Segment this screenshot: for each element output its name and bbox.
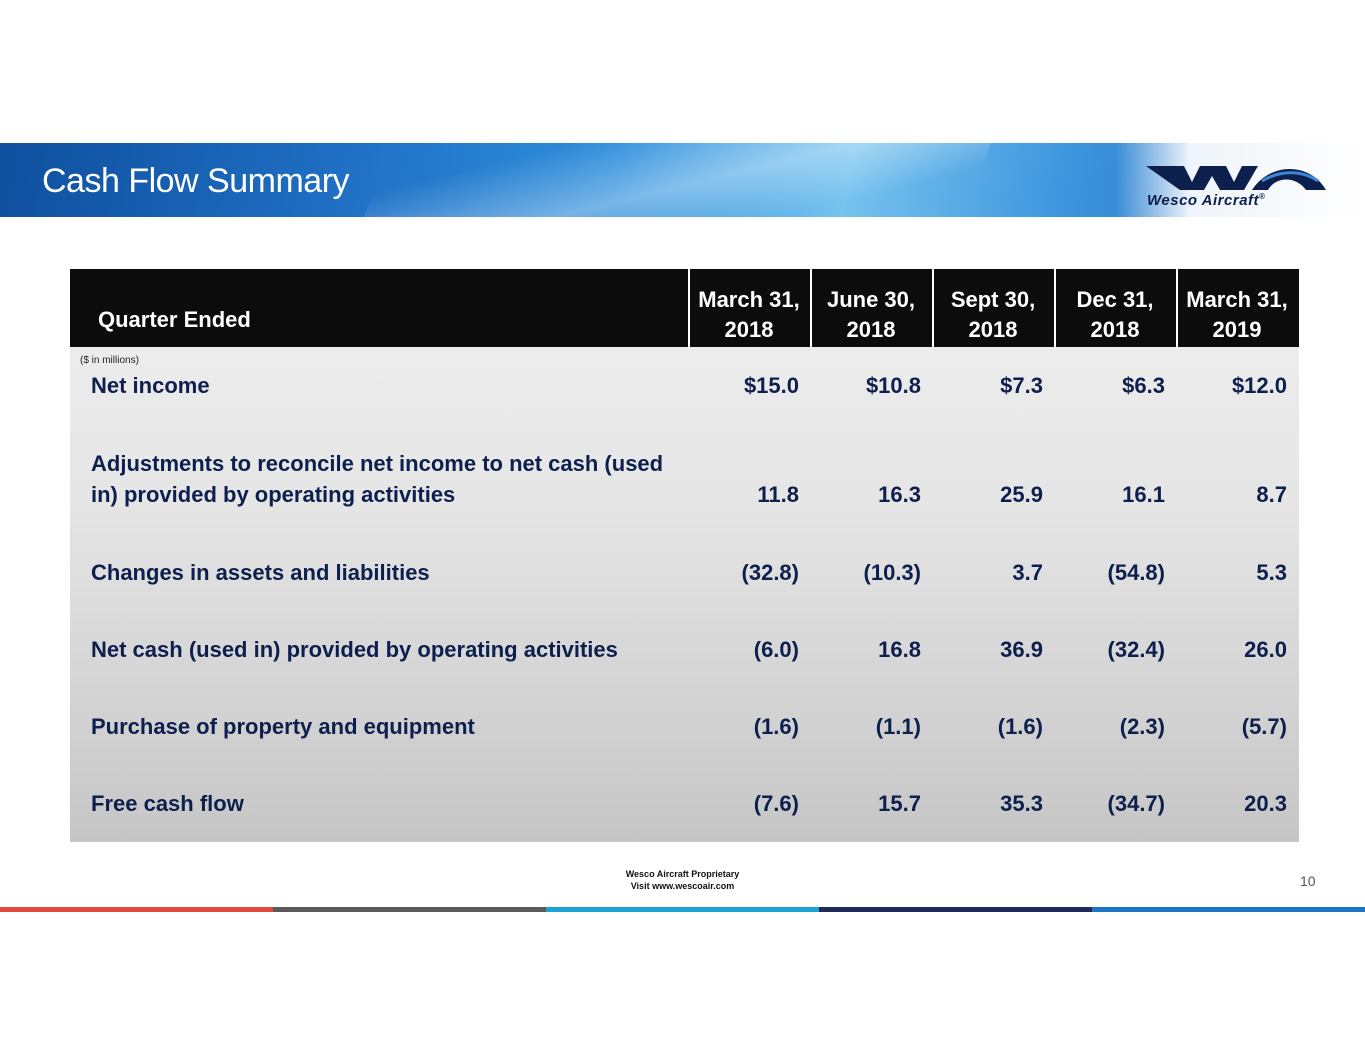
footer-proprietary: Wesco Aircraft Proprietary	[625, 869, 740, 879]
table-cell: $12.0	[1231, 373, 1287, 398]
table-cell: (1.6)	[753, 714, 799, 739]
table-cell: (7.6)	[753, 791, 799, 816]
table-cell: (10.3)	[863, 560, 921, 585]
table-cell: 11.8	[757, 482, 799, 507]
footer-stripe-gray	[273, 907, 546, 912]
logo-text-label: Wesco Aircraft	[1147, 192, 1260, 209]
table-cell: 8.7	[1256, 482, 1287, 507]
column-header-mar-2018: March 31, 2018	[688, 269, 808, 347]
row-label: Purchase of property and equipment	[91, 714, 475, 739]
row-label-line1: Adjustments to reconcile net income to n…	[91, 451, 664, 476]
table-cell: $6.3	[1122, 373, 1165, 398]
column-header-line1: June 30,	[826, 287, 916, 312]
table-cell: 35.3	[1000, 791, 1043, 816]
table-cell: (34.7)	[1107, 791, 1165, 816]
header-label-quarter-ended: Quarter Ended	[98, 307, 251, 332]
table-cell: $15.0	[743, 373, 799, 398]
footer-stripe-blue	[1092, 907, 1365, 912]
cash-flow-table: Quarter Ended March 31, 2018 June 30, 20…	[70, 269, 1299, 842]
table-cell: 5.3	[1256, 560, 1287, 585]
table-cell: $7.3	[1000, 373, 1043, 398]
footer-stripe-cyan	[546, 907, 819, 912]
row-label: Net income	[91, 373, 210, 398]
table-cell: (1.1)	[875, 714, 921, 739]
table-cell: (6.0)	[753, 637, 799, 662]
table-cell: 16.3	[878, 482, 921, 507]
table-body: ($ in millions) Net income $15.0 $10.8 $…	[70, 347, 1299, 842]
column-header-line1: March 31,	[1186, 287, 1288, 312]
column-header-line2: 2018	[1090, 317, 1140, 342]
table-cell: 20.3	[1244, 791, 1287, 816]
column-header-line2: 2018	[846, 317, 896, 342]
column-header-mar-2019: March 31, 2019	[1176, 269, 1296, 347]
table-cell: (5.7)	[1241, 714, 1287, 739]
column-header-line1: Dec 31,	[1076, 287, 1154, 312]
table-cell: (1.6)	[997, 714, 1043, 739]
table-cell: (54.8)	[1107, 560, 1165, 585]
table-cell: 36.9	[1000, 637, 1043, 662]
units-note: ($ in millions)	[80, 355, 139, 366]
column-header-line1: Sept 30,	[950, 287, 1036, 312]
table-header: Quarter Ended March 31, 2018 June 30, 20…	[70, 269, 1299, 347]
page-title: Cash Flow Summary	[42, 162, 350, 200]
column-header-line1: March 31,	[698, 287, 800, 312]
table-cell: (32.8)	[741, 560, 799, 585]
table-cell: 3.7	[1012, 560, 1043, 585]
column-header-line2: 2019	[1212, 317, 1262, 342]
footer-stripe-navy	[819, 907, 1092, 912]
table-cell: 26.0	[1244, 637, 1287, 662]
table-cell: 16.1	[1122, 482, 1165, 507]
row-label: Net cash (used in) provided by operating…	[91, 637, 618, 662]
column-header-line2: 2018	[968, 317, 1018, 342]
column-header-jun-2018: June 30, 2018	[810, 269, 930, 347]
table-cell: (32.4)	[1107, 637, 1165, 662]
logo-text: Wesco Aircraft®	[1147, 192, 1265, 209]
column-header-sep-2018: Sept 30, 2018	[932, 269, 1052, 347]
table-cell: 15.7	[878, 791, 921, 816]
registered-mark: ®	[1259, 192, 1266, 201]
footer-stripe-red	[0, 907, 273, 912]
footer-website: Visit www.wescoair.com	[630, 881, 735, 891]
table-cell: (2.3)	[1119, 714, 1165, 739]
column-header-line2: 2018	[724, 317, 774, 342]
table-cell: 25.9	[1000, 482, 1043, 507]
row-label: Changes in assets and liabilities	[91, 560, 430, 585]
table-cell: 16.8	[878, 637, 921, 662]
row-label: Free cash flow	[91, 791, 244, 816]
page-number: 10	[1300, 873, 1316, 889]
table-cell: $10.8	[865, 373, 921, 398]
wesco-logo-icon	[1146, 166, 1326, 190]
column-header-dec-2018: Dec 31, 2018	[1054, 269, 1174, 347]
row-label-line2: in) provided by operating activities	[91, 482, 456, 507]
